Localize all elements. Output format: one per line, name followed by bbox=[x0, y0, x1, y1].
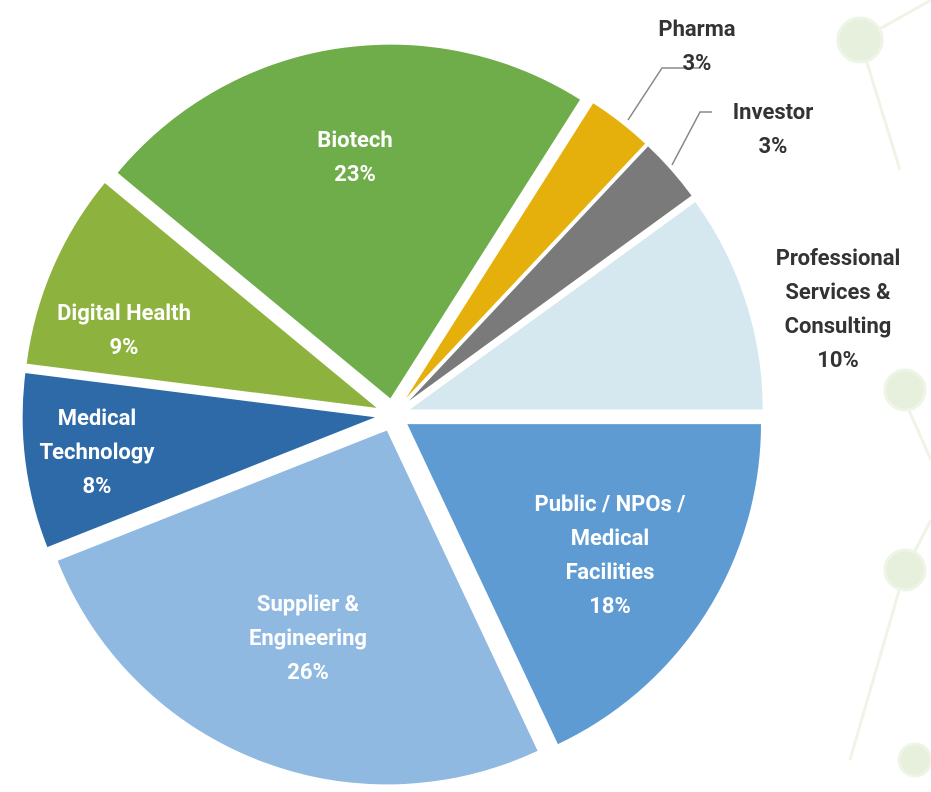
slice bbox=[21, 371, 378, 549]
category-label: Pharma bbox=[658, 17, 736, 42]
category-label: Professional Services & Consulting bbox=[775, 246, 901, 339]
slice-label: Investor 3% bbox=[703, 96, 843, 164]
category-label: Public / NPOs / Medical Facilities bbox=[534, 492, 686, 585]
bg-node bbox=[883, 548, 927, 592]
category-label: Medical Technology bbox=[39, 406, 155, 465]
leader-line bbox=[627, 67, 700, 121]
slice bbox=[406, 200, 764, 411]
value-label: 3% bbox=[758, 134, 788, 159]
value-label: 8% bbox=[82, 474, 112, 499]
category-label: Digital Health bbox=[57, 301, 191, 326]
bg-node bbox=[836, 16, 884, 64]
slice bbox=[25, 181, 380, 410]
value-label: 3% bbox=[682, 51, 712, 76]
slice bbox=[404, 144, 693, 405]
slices bbox=[21, 43, 764, 786]
slice-label: Public / NPOs / Medical Facilities 18% bbox=[528, 488, 693, 624]
slice-label: Biotech 23% bbox=[280, 124, 430, 192]
category-label: Investor bbox=[732, 100, 814, 125]
slice-label: Supplier & Engineering 26% bbox=[208, 588, 408, 690]
slice-label: Professional Services & Consulting 10% bbox=[758, 242, 918, 378]
background-network bbox=[836, 0, 931, 778]
bg-node bbox=[883, 368, 927, 412]
slice bbox=[405, 423, 763, 746]
bg-line bbox=[848, 569, 907, 761]
slice bbox=[116, 43, 582, 400]
value-label: 9% bbox=[109, 335, 139, 360]
category-label: Biotech bbox=[317, 128, 393, 153]
slice-label: Medical Technology 8% bbox=[17, 402, 177, 504]
category-label: Supplier & Engineering bbox=[249, 592, 367, 651]
value-label: 23% bbox=[334, 162, 376, 187]
bg-node bbox=[897, 742, 931, 778]
leader-line bbox=[671, 111, 712, 166]
slice bbox=[56, 429, 539, 786]
value-label: 18% bbox=[589, 594, 631, 619]
value-label: 10% bbox=[817, 348, 859, 373]
value-label: 26% bbox=[287, 660, 329, 685]
slice-label: Pharma 3% bbox=[637, 13, 757, 81]
slice-label: Digital Health 9% bbox=[19, 297, 229, 365]
slice bbox=[402, 101, 647, 403]
